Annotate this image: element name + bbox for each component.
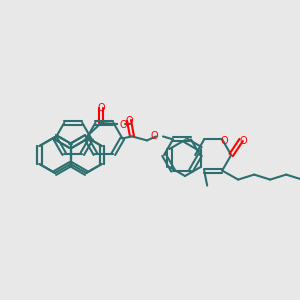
Text: O: O <box>125 116 133 126</box>
Text: O: O <box>239 136 247 146</box>
Text: O: O <box>150 131 158 141</box>
Text: O: O <box>220 136 228 146</box>
Text: O: O <box>119 120 127 130</box>
Text: O: O <box>98 103 105 113</box>
